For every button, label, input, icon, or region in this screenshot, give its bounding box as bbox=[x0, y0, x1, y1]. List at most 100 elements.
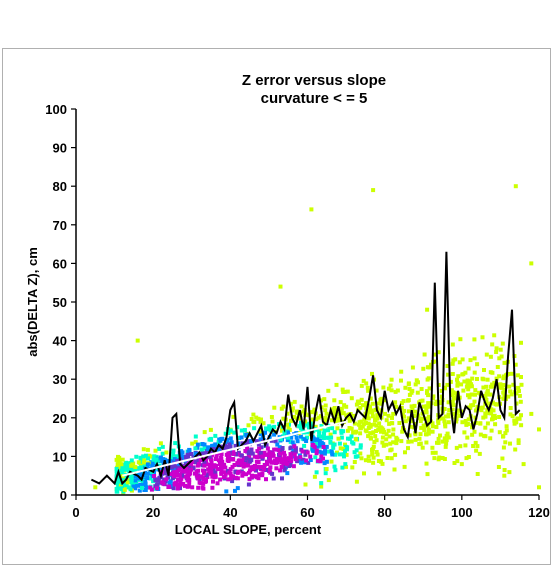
density-cell bbox=[433, 450, 438, 455]
density-cell bbox=[350, 440, 355, 445]
density-cell bbox=[356, 399, 361, 404]
density-cell bbox=[389, 456, 394, 461]
density-cell bbox=[489, 428, 494, 433]
density-cell bbox=[212, 464, 217, 469]
density-cell bbox=[282, 450, 286, 455]
density-cell bbox=[494, 350, 499, 354]
density-cell bbox=[363, 421, 368, 425]
density-cell bbox=[244, 432, 249, 437]
density-cell bbox=[316, 415, 321, 420]
density-cell bbox=[138, 457, 143, 462]
density-cell bbox=[216, 458, 221, 463]
density-cell bbox=[337, 452, 342, 457]
density-cell bbox=[374, 388, 379, 393]
density-cell bbox=[181, 481, 186, 486]
density-cell bbox=[154, 486, 159, 491]
density-cell bbox=[160, 451, 165, 456]
density-cell bbox=[493, 416, 497, 420]
density-cell bbox=[473, 408, 478, 413]
density-cell bbox=[226, 477, 231, 482]
density-cell bbox=[332, 430, 337, 435]
density-cell bbox=[519, 413, 523, 418]
density-cell bbox=[410, 407, 415, 412]
density-cell bbox=[167, 480, 172, 485]
density-cell bbox=[264, 477, 268, 482]
density-cell bbox=[294, 410, 299, 415]
density-cell bbox=[129, 480, 134, 484]
density-cell bbox=[335, 426, 340, 431]
density-cell bbox=[312, 409, 317, 413]
density-cell bbox=[378, 429, 383, 434]
density-cell bbox=[455, 380, 460, 385]
density-cell bbox=[122, 467, 127, 472]
outlier-point bbox=[521, 462, 526, 467]
density-cell bbox=[306, 460, 311, 465]
density-cell bbox=[359, 383, 364, 388]
density-cell bbox=[164, 477, 169, 482]
density-cell bbox=[216, 448, 221, 453]
chart-title: Z error versus slope bbox=[242, 72, 386, 89]
density-cell bbox=[450, 399, 455, 404]
density-cell bbox=[474, 448, 479, 453]
density-cell bbox=[458, 337, 463, 342]
density-cell bbox=[171, 452, 176, 457]
density-cell bbox=[199, 456, 203, 461]
density-cell bbox=[197, 480, 202, 485]
density-cell bbox=[442, 457, 447, 461]
density-cell bbox=[141, 447, 146, 452]
density-cell bbox=[119, 462, 124, 467]
density-cell bbox=[386, 413, 391, 418]
density-cell bbox=[352, 450, 357, 455]
density-cell bbox=[333, 468, 338, 473]
density-cell bbox=[257, 472, 262, 477]
density-cell bbox=[131, 484, 136, 489]
density-cell bbox=[392, 400, 397, 405]
density-cell bbox=[376, 459, 381, 463]
density-cell bbox=[441, 416, 446, 421]
density-cell bbox=[455, 383, 460, 388]
density-cell bbox=[368, 435, 373, 440]
density-cell bbox=[278, 451, 283, 456]
outlier-points bbox=[93, 184, 541, 490]
density-cell bbox=[155, 478, 160, 483]
density-cell bbox=[140, 485, 144, 490]
density-cell bbox=[485, 421, 490, 426]
density-cell bbox=[508, 412, 513, 417]
density-cell bbox=[481, 385, 486, 390]
density-cell bbox=[354, 448, 359, 453]
density-cell bbox=[343, 442, 347, 447]
density-cell bbox=[200, 485, 205, 490]
density-cell bbox=[483, 411, 488, 416]
density-cell bbox=[519, 340, 523, 345]
density-cell bbox=[380, 435, 385, 440]
density-cell bbox=[231, 451, 236, 456]
density-cell bbox=[305, 435, 309, 440]
density-cell bbox=[504, 424, 509, 429]
density-cell bbox=[472, 399, 477, 404]
density-cell bbox=[471, 444, 476, 448]
density-cell bbox=[298, 455, 303, 460]
density-cell bbox=[211, 479, 215, 484]
density-cell bbox=[359, 456, 364, 461]
x-tick-label: 120 bbox=[528, 505, 550, 520]
density-cell bbox=[210, 443, 215, 448]
density-cell bbox=[246, 470, 251, 475]
density-cell bbox=[163, 469, 168, 473]
density-cell bbox=[417, 442, 422, 447]
outlier-point bbox=[278, 284, 283, 289]
density-cell bbox=[199, 474, 203, 479]
density-cell bbox=[195, 442, 200, 447]
density-cell bbox=[311, 442, 316, 447]
y-tick-label: 90 bbox=[53, 141, 67, 156]
density-cell bbox=[210, 472, 215, 477]
density-cell bbox=[126, 461, 131, 466]
density-cell bbox=[152, 460, 157, 465]
density-cell bbox=[517, 416, 522, 421]
density-cell bbox=[207, 454, 212, 459]
density-cell bbox=[366, 410, 371, 415]
density-cell bbox=[292, 452, 297, 457]
density-cell bbox=[473, 440, 478, 445]
density-cell bbox=[430, 450, 435, 455]
density-cell bbox=[332, 406, 337, 410]
density-cell bbox=[265, 461, 269, 466]
